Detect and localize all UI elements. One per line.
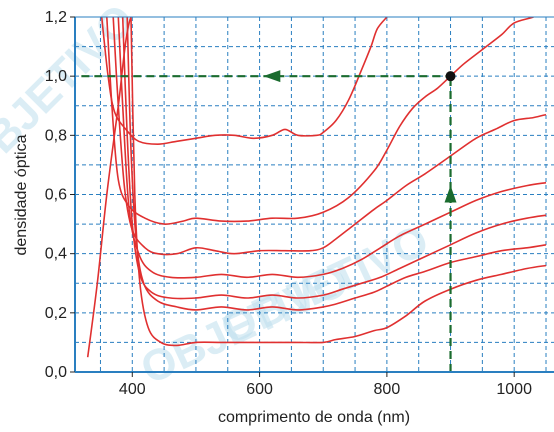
data-series-line <box>86 17 132 358</box>
y-tick-label: 0,2 <box>45 305 67 322</box>
data-series-line <box>126 17 547 311</box>
y-tick-label: 0,0 <box>45 364 67 381</box>
data-series-line <box>106 17 536 225</box>
y-tick-label: 0,8 <box>45 127 67 144</box>
x-tick-label: 400 <box>119 381 146 398</box>
data-point-marker <box>445 71 456 82</box>
guide-layer <box>81 70 457 372</box>
data-series-line <box>117 17 547 279</box>
y-axis-title: densidade óptica <box>13 134 30 255</box>
x-tick-label: 800 <box>374 381 401 398</box>
y-tick-label: 0,4 <box>45 246 67 263</box>
data-series-line <box>130 17 547 347</box>
series-layer <box>86 17 547 358</box>
x-axis-title: comprimento de onda (nm) <box>218 409 410 426</box>
y-tick-label: 0,6 <box>45 187 67 204</box>
x-tick-label: 600 <box>246 381 273 398</box>
x-tick-label: 1000 <box>496 381 532 398</box>
y-tick-label: 1,2 <box>45 9 67 26</box>
tick-layer: 400 600 800 1000 0,0 0,2 0,4 0,6 0,8 1,0 1,2 <box>45 9 532 398</box>
arrow-left-icon <box>263 70 281 83</box>
arrow-up-icon <box>444 185 457 203</box>
data-series-line <box>121 17 547 300</box>
data-series-line <box>100 17 388 146</box>
data-series-line <box>112 17 547 256</box>
y-tick-label: 1,0 <box>45 68 67 85</box>
